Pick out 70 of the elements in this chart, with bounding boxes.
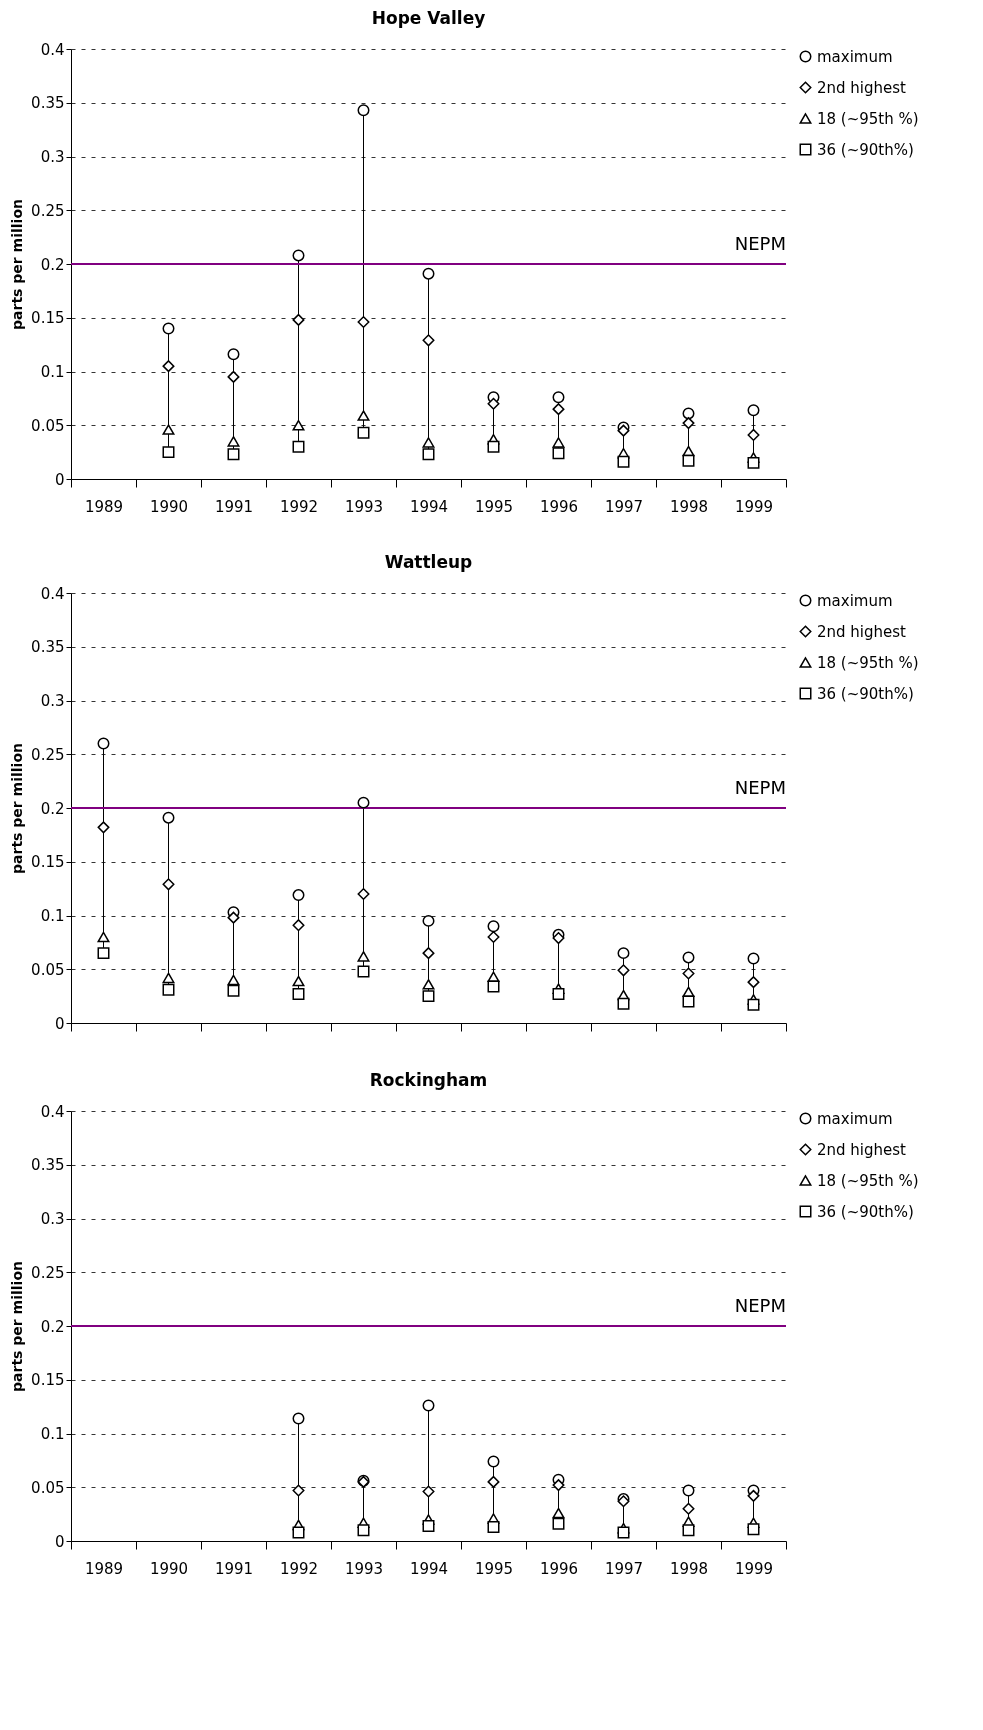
legend-label: 2nd highest	[817, 78, 907, 97]
chart-title: Rockingham	[369, 1070, 488, 1090]
chart-title: Wattleup	[384, 552, 473, 572]
legend-label: 18 (~95th %)	[817, 1171, 919, 1190]
ref-line-label: NEPM	[734, 233, 786, 254]
chart-title: Hope Valley	[371, 8, 486, 28]
legend-label: maximum	[817, 47, 893, 66]
y-tick-label: 0.1	[40, 1425, 65, 1443]
x-tick-label: 1996	[539, 497, 579, 516]
y-tick-label: 0.35	[31, 94, 65, 113]
legend-label: 18 (~95th %)	[817, 109, 919, 128]
y-tick-label: 0.3	[40, 148, 65, 166]
x-tick-label: 1997	[604, 1559, 644, 1578]
y-tick-label: 0.2	[40, 799, 65, 818]
y-tick-label: 0.25	[31, 745, 65, 764]
legend-label: 2nd highest	[817, 1140, 907, 1159]
y-tick-label: 0.2	[40, 255, 65, 274]
y-axis-title: parts per million	[9, 743, 26, 874]
x-tick-label: 1996	[539, 1559, 579, 1578]
legend-label: 18 (~95th %)	[817, 653, 919, 672]
x-tick-label: 1991	[214, 1559, 254, 1578]
y-tick-label: 0.3	[40, 1210, 65, 1228]
x-tick-label: 1989	[84, 497, 124, 516]
x-tick-label: 1999	[734, 1559, 774, 1578]
x-tick-label: 1989	[84, 1559, 124, 1578]
y-tick-label: 0	[54, 1014, 65, 1033]
y-tick-label: 0.15	[31, 853, 65, 872]
y-tick-label: 0.15	[31, 1371, 65, 1390]
y-tick-label: 0.35	[31, 1156, 65, 1175]
y-axis-title: parts per million	[9, 1261, 26, 1392]
y-tick-label: 0.05	[31, 416, 65, 435]
x-tick-label: 1995	[474, 497, 514, 516]
y-tick-label: 0.4	[40, 40, 65, 59]
y-tick-label: 0.35	[31, 638, 65, 657]
x-tick-label: 1998	[669, 497, 709, 516]
x-tick-label: 1993	[344, 497, 384, 516]
y-axis-title: parts per million	[9, 199, 26, 330]
x-tick-label: 1997	[604, 497, 644, 516]
legend-label: 36 (~90th%)	[817, 684, 914, 703]
ref-line-label: NEPM	[734, 1295, 786, 1316]
x-tick-label: 1990	[149, 497, 189, 516]
ref-line-label: NEPM	[734, 777, 786, 798]
y-tick-label: 0.05	[31, 1478, 65, 1497]
x-tick-label: 1993	[344, 1559, 384, 1578]
y-tick-label: 0.4	[40, 584, 65, 603]
y-tick-label: 0.15	[31, 309, 65, 328]
y-tick-label: 0.2	[40, 1317, 65, 1336]
y-tick-label: 0	[54, 470, 65, 489]
legend-label: 36 (~90th%)	[817, 1202, 914, 1221]
legend-label: 2nd highest	[817, 622, 907, 641]
y-tick-label: 0.3	[40, 692, 65, 710]
legend-label: maximum	[817, 1109, 893, 1128]
x-tick-label: 1991	[214, 497, 254, 516]
legend-label: maximum	[817, 591, 893, 610]
y-tick-label: 0	[54, 1532, 65, 1551]
legend-label: 36 (~90th%)	[817, 140, 914, 159]
y-tick-label: 0.1	[40, 907, 65, 925]
y-tick-label: 0.1	[40, 363, 65, 381]
x-tick-label: 1995	[474, 1559, 514, 1578]
y-tick-label: 0.05	[31, 960, 65, 979]
x-tick-label: 1998	[669, 1559, 709, 1578]
x-tick-label: 1999	[734, 497, 774, 516]
y-tick-label: 0.25	[31, 201, 65, 220]
x-tick-label: 1992	[279, 1559, 319, 1578]
x-tick-label: 1994	[409, 497, 449, 516]
y-tick-label: 0.25	[31, 1263, 65, 1282]
y-tick-label: 0.4	[40, 1102, 65, 1121]
x-tick-label: 1992	[279, 497, 319, 516]
x-tick-label: 1990	[149, 1559, 189, 1578]
x-tick-label: 1994	[409, 1559, 449, 1578]
